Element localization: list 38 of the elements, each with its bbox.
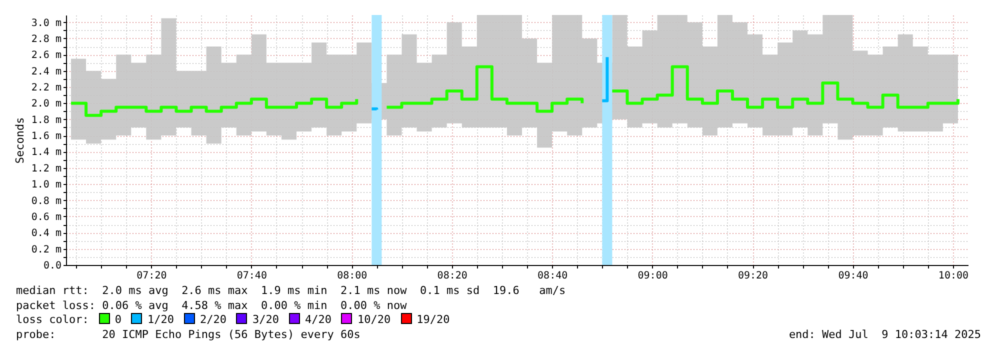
legend-label: 1/20: [147, 313, 174, 326]
legend-label: 4/20: [304, 313, 332, 326]
x-tick-label: 07:40: [236, 270, 267, 282]
y-tick-label: 2.4 m: [31, 66, 62, 78]
y-tick-label: 1.0 m: [31, 180, 62, 191]
y-tick-label: 0.8 m: [31, 196, 62, 207]
text: end: Wed Jul 9 10:03:14 2025: [788, 328, 981, 342]
x-tick-label: 09:00: [638, 270, 668, 282]
y-tick-label: 0.2 m: [31, 244, 62, 256]
y-tick-label: 3.0 m: [31, 18, 62, 29]
legend-label: 0: [114, 313, 122, 326]
y-tick-label: 1.8 m: [31, 114, 62, 126]
x-tick-label: 08:40: [538, 270, 568, 282]
legend-label: 10/20: [357, 313, 391, 326]
y-tick-label: 2.2 m: [31, 82, 62, 94]
x-tick-label: 09:20: [738, 270, 768, 282]
legend-title: loss color:: [16, 313, 89, 326]
y-tick-label: 2.8 m: [31, 34, 62, 45]
y-tick-label: 2.0 m: [31, 98, 62, 110]
y-axis-title: Seconds: [13, 117, 26, 164]
y-tick-label: 0.6 m: [31, 212, 62, 223]
text: median rtt: 2.0 ms avg 2.6 ms max 1.9 ms min 2.1 ms now 0.1 ms sd 19.6 am/s: [16, 284, 567, 298]
x-tick-label: 08:20: [437, 270, 468, 282]
y-tick-label: 0.0: [43, 260, 62, 272]
legend-label: 2/20: [200, 313, 226, 326]
y-tick-label: 0.4 m: [31, 228, 62, 240]
legend-label: 19/20: [416, 313, 450, 326]
x-tick-label: 08:00: [337, 270, 368, 282]
y-tick-label: 1.2 m: [31, 163, 62, 174]
text: probe: 20 ICMP Echo Pings (56 Bytes) every 60s: [16, 328, 360, 340]
x-tick-label: 07:20: [136, 270, 167, 282]
y-tick-label: 1.6 m: [31, 131, 62, 142]
y-tick-label: 1.4 m: [31, 147, 62, 158]
x-tick-label: 09:40: [838, 270, 868, 282]
x-tick-label: 10:00: [938, 270, 969, 282]
y-tick-label: 2.6 m: [31, 50, 62, 62]
text: packet loss: 0.06 % avg 4.58 % max 0.00 % min 0.00 % now: [16, 298, 408, 313]
legend-label: 3/20: [252, 313, 279, 326]
